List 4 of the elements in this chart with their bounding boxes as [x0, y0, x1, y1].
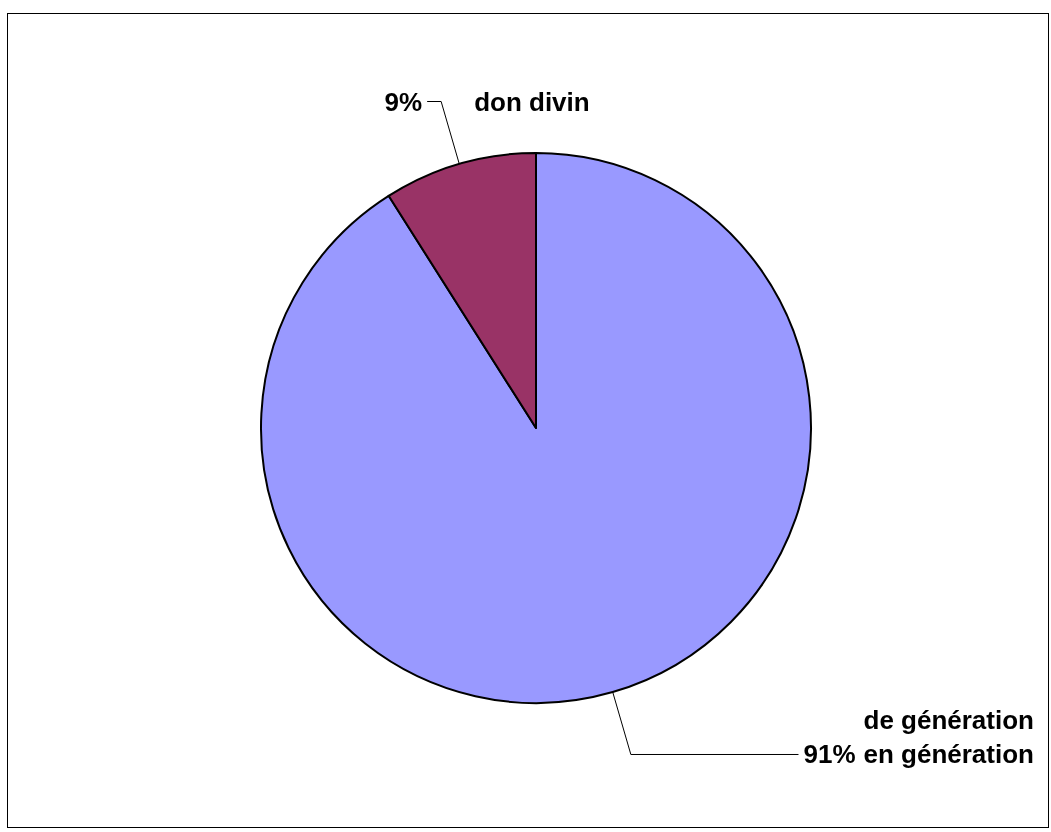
data-label: 91%	[803, 739, 856, 770]
data-label: 9%	[384, 86, 423, 117]
slice-label: don divin	[474, 86, 590, 117]
slice-label: de génération en génération	[863, 705, 1034, 770]
